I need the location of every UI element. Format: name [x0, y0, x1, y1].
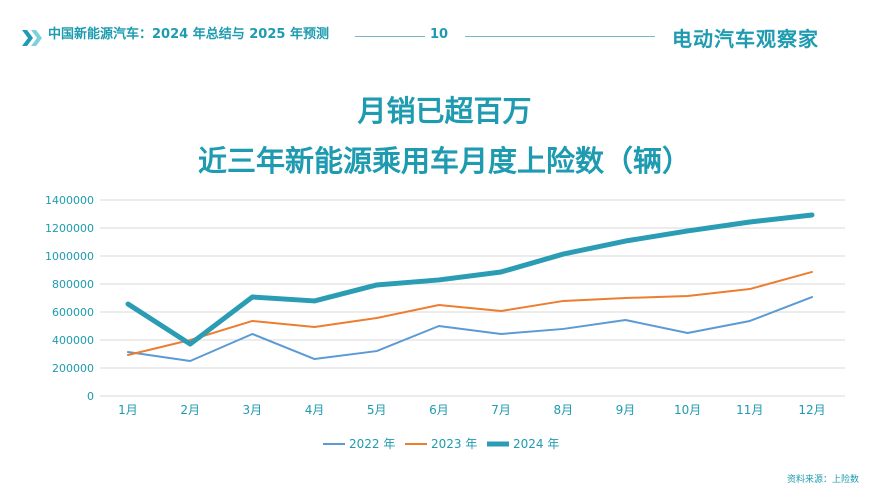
line-chart: 0 200000 400000 600000 800000 1000000 1200000 1…: [45, 194, 845, 451]
logo: 电动汽车观察家: [672, 27, 819, 51]
y-tick-label: 200000: [52, 362, 94, 375]
x-tick-label: 3月: [243, 403, 263, 417]
x-tick-label: 2月: [180, 403, 200, 417]
source-note: 资料来源：上险数: [786, 475, 859, 485]
divider: [355, 36, 425, 37]
series-line-2022: [127, 296, 813, 362]
slide-title: 月销已超百万: [357, 94, 532, 128]
divider: [465, 36, 655, 37]
series-line-2023: [127, 270, 813, 356]
y-tick-label: 1400000: [45, 194, 94, 207]
y-tick-label: 800000: [52, 278, 94, 291]
report-title: 中国新能源汽车：2024 年总结与 2025 年预测: [48, 27, 329, 42]
y-tick-label: 400000: [52, 334, 94, 347]
y-tick-label: 600000: [52, 306, 94, 319]
legend-label: 2024 年: [513, 437, 559, 451]
x-tick-label: 4月: [305, 403, 325, 417]
x-tick-label: 9月: [616, 403, 636, 417]
x-tick-label: 7月: [491, 403, 511, 417]
page-number: 10: [430, 27, 449, 42]
x-tick-label: 8月: [553, 403, 573, 417]
legend-label: 2023 年: [431, 437, 477, 451]
series-line-2024: [125, 212, 815, 347]
y-tick-label: 0: [87, 390, 94, 403]
x-tick-label: 12月: [798, 403, 825, 417]
x-tick-label: 11月: [736, 403, 763, 417]
x-tick-label: 6月: [429, 403, 449, 417]
double-chevron-right-icon: [22, 30, 42, 46]
x-tick-label: 10月: [674, 403, 701, 417]
chart-title: 近三年新能源乘用车月度上险数（辆）: [197, 144, 691, 178]
x-tick-label: 1月: [118, 403, 138, 417]
y-tick-label: 1200000: [45, 222, 94, 235]
legend-label: 2022 年: [349, 437, 395, 451]
y-tick-label: 1000000: [45, 250, 94, 263]
x-tick-label: 5月: [367, 403, 387, 417]
